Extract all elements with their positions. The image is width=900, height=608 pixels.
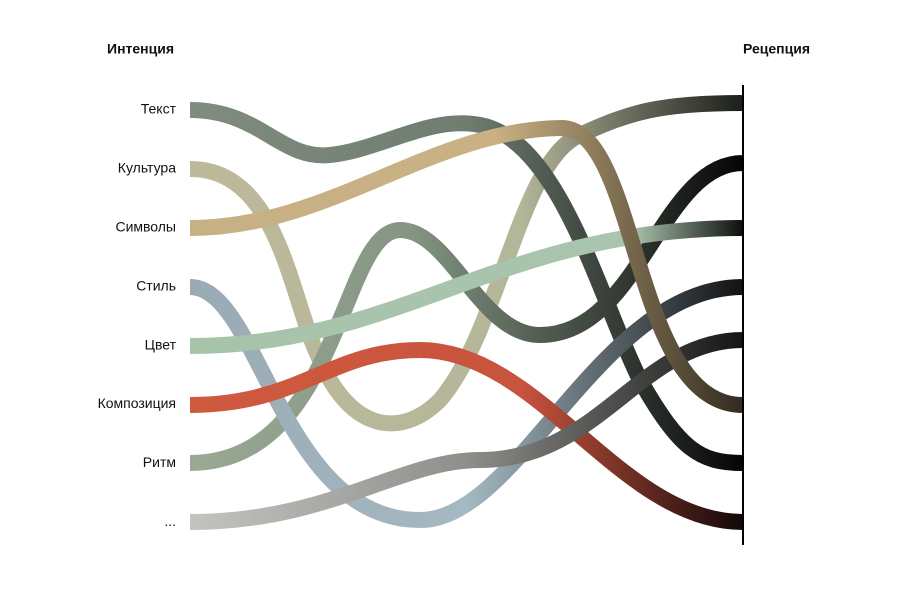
- ribbon: [189, 119, 744, 413]
- ribbon: [189, 220, 744, 354]
- right-header: Рецепция: [743, 41, 810, 57]
- left-labels: Текст Культура Символы Стиль Цвет Композиция Р…: [98, 101, 177, 529]
- ribbon: [189, 95, 744, 432]
- row-label: Символы: [115, 219, 176, 235]
- row-label: Композиция: [98, 395, 176, 411]
- row-label: Цвет: [145, 336, 177, 352]
- ribbon: [189, 341, 744, 530]
- ribbon: [189, 332, 744, 530]
- ribbons: [188, 95, 744, 530]
- row-label: Культура: [118, 160, 176, 176]
- row-label: Ритм: [143, 454, 176, 470]
- left-header: Интенция: [107, 41, 174, 57]
- row-label: Текст: [141, 101, 177, 117]
- row-label: ...: [164, 513, 176, 529]
- row-label: Стиль: [136, 277, 176, 293]
